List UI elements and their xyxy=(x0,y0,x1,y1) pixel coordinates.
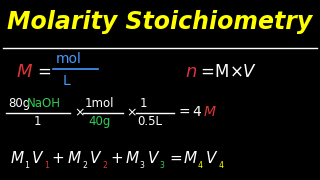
Text: NaOH: NaOH xyxy=(27,97,61,110)
Text: $M$: $M$ xyxy=(183,150,198,166)
Text: $V$: $V$ xyxy=(89,150,102,166)
Text: $_4$: $_4$ xyxy=(218,159,224,172)
Text: 1mol: 1mol xyxy=(85,97,114,110)
Text: Molarity Stoichiometry: Molarity Stoichiometry xyxy=(7,10,313,34)
Text: $M$: $M$ xyxy=(67,150,82,166)
Text: $_3$: $_3$ xyxy=(139,159,146,172)
Text: 1: 1 xyxy=(139,97,147,110)
Text: $\times$: $\times$ xyxy=(126,106,137,119)
Text: +: + xyxy=(110,151,123,166)
Text: =: = xyxy=(37,63,51,81)
Text: 40g: 40g xyxy=(88,115,110,128)
Text: $\times$: $\times$ xyxy=(229,63,243,81)
Text: $V$: $V$ xyxy=(242,63,256,81)
Text: =: = xyxy=(200,63,214,81)
Text: $_4$: $_4$ xyxy=(197,159,204,172)
Text: 0.5L: 0.5L xyxy=(137,115,162,128)
Text: $_1$: $_1$ xyxy=(44,159,51,172)
Text: $_1$: $_1$ xyxy=(24,159,30,172)
Text: $_2$: $_2$ xyxy=(82,159,88,172)
Text: $M$: $M$ xyxy=(10,150,24,166)
Text: $M$: $M$ xyxy=(16,63,33,81)
Text: $V$: $V$ xyxy=(147,150,160,166)
Text: 1: 1 xyxy=(34,115,41,128)
Text: $\times$: $\times$ xyxy=(74,106,84,119)
Text: n: n xyxy=(186,63,197,81)
Text: $_3$: $_3$ xyxy=(159,159,166,172)
Text: $M$: $M$ xyxy=(125,150,140,166)
Text: +: + xyxy=(52,151,65,166)
Text: M: M xyxy=(203,105,215,120)
Text: =: = xyxy=(169,151,182,166)
Text: =: = xyxy=(178,105,190,120)
Text: mol: mol xyxy=(56,52,82,66)
Text: M: M xyxy=(214,63,229,81)
Text: 80g: 80g xyxy=(8,97,30,110)
Text: 4: 4 xyxy=(192,105,201,120)
Text: $V$: $V$ xyxy=(205,150,218,166)
Text: $_2$: $_2$ xyxy=(102,159,108,172)
Text: L: L xyxy=(62,74,70,88)
Text: $V$: $V$ xyxy=(31,150,45,166)
